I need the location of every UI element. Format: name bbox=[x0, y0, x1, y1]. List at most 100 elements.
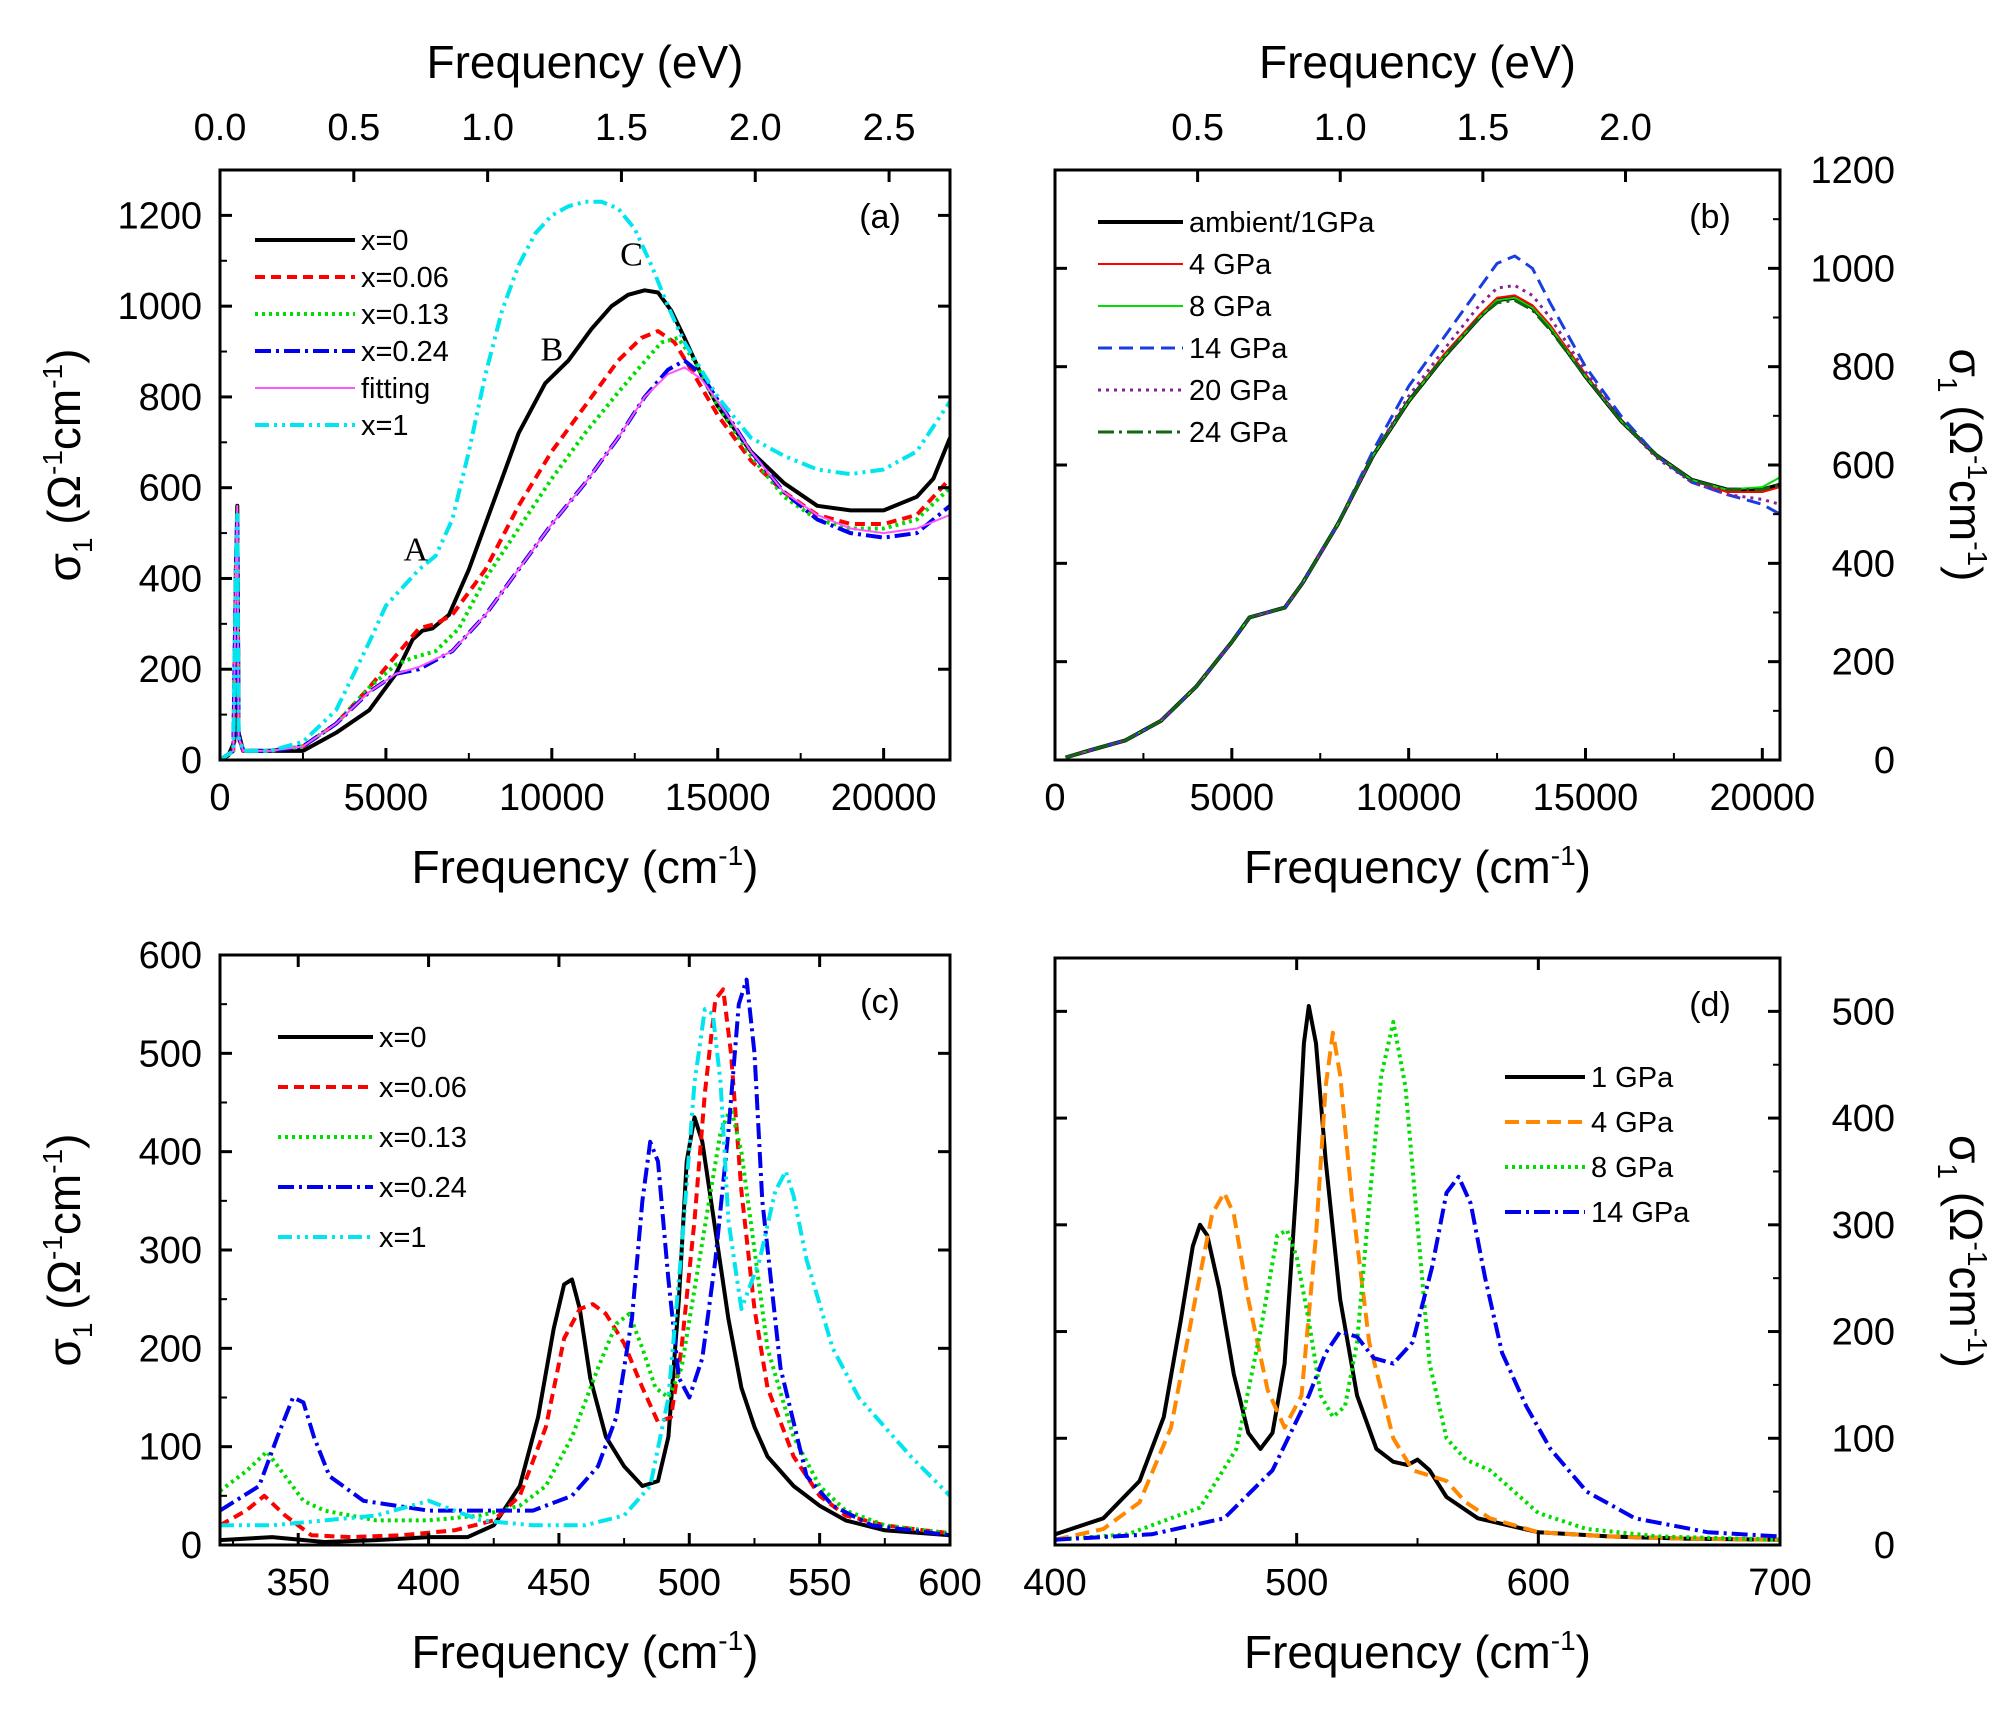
y-axis-sup2: -1 bbox=[1962, 1328, 1993, 1353]
x-axis-title-main: Frequency (cm bbox=[1244, 841, 1551, 893]
top-tick-label: 2.0 bbox=[729, 107, 782, 149]
series-line-x-0-06 bbox=[220, 329, 950, 760]
y-tick-label: 300 bbox=[1832, 1205, 1895, 1247]
x-axis-title-main: Frequency (cm bbox=[412, 1626, 719, 1678]
legend-label: x=0.06 bbox=[379, 1072, 467, 1104]
y-tick-label: 800 bbox=[139, 377, 202, 419]
annotation-label: C bbox=[620, 236, 643, 273]
y-axis-sup2: -1 bbox=[1962, 541, 1993, 566]
panel-tag: (a) bbox=[859, 198, 901, 236]
y-axis-sigma: σ bbox=[38, 553, 90, 581]
y-axis-title: σ1 (Ω-1cm-1) bbox=[1932, 349, 1993, 582]
y-axis-sigma: σ bbox=[1940, 349, 1992, 377]
legend-label: x=1 bbox=[379, 1222, 427, 1254]
y-tick-label: 300 bbox=[139, 1230, 202, 1272]
panel-a: 0 5000 10000 15000 20000 0 200 400 600 800 1000 120… bbox=[37, 36, 952, 893]
x-tick-label: 5000 bbox=[1190, 777, 1275, 819]
y-tick-label: 0 bbox=[181, 740, 202, 782]
y-tick-label: 100 bbox=[1832, 1418, 1895, 1460]
y-axis-unit: (Ω bbox=[38, 475, 90, 538]
x-axis-title: Frequency (cm-1) bbox=[1244, 1625, 1591, 1678]
y-axis-sub: 1 bbox=[67, 1323, 98, 1339]
legend: 1 GPa 4 GPa 8 GPa 14 GPa bbox=[1505, 1062, 1690, 1229]
y-axis-mid: cm bbox=[1940, 1266, 1992, 1327]
legend-label: x=0 bbox=[379, 1022, 427, 1054]
legend: x=0 x=0.06 x=0.13 x=0.24 x=1 bbox=[278, 1022, 467, 1254]
y-axis-sup2: -1 bbox=[37, 364, 68, 389]
y-tick-label: 200 bbox=[139, 649, 202, 691]
y-axis-sigma: σ bbox=[38, 1338, 90, 1366]
panel-c: 350 400 450 500 550 600 0 100 200 300 400 500 600 Fre… bbox=[37, 935, 982, 1678]
y-axis-unit: (Ω bbox=[38, 1260, 90, 1323]
x-tick-label: 600 bbox=[1507, 1562, 1570, 1604]
y-tick-label: 100 bbox=[139, 1427, 202, 1469]
x-tick-label: 350 bbox=[267, 1562, 330, 1604]
y-tick-label: 400 bbox=[139, 1132, 202, 1174]
panel-tag: (b) bbox=[1689, 198, 1731, 236]
series-line-fitting bbox=[220, 366, 950, 760]
series-line-1-gpa bbox=[1055, 1004, 1780, 1542]
y-axis-unit: (Ω bbox=[1940, 393, 1992, 456]
annotation-label: B bbox=[540, 332, 563, 369]
series-line-20-gpa bbox=[1065, 284, 1780, 759]
y-tick-label: 600 bbox=[1832, 445, 1895, 487]
series-group bbox=[1055, 1004, 1780, 1542]
top-tick-label: 2.5 bbox=[863, 107, 916, 149]
y-axis-sigma: σ bbox=[1940, 1135, 1992, 1163]
series-line-x-0-24 bbox=[220, 358, 950, 760]
y-axis-tail: ) bbox=[1940, 1353, 1992, 1368]
y-tick-label: 1000 bbox=[117, 286, 202, 328]
y-axis-sup1: -1 bbox=[37, 450, 68, 475]
legend-label: 4 GPa bbox=[1189, 249, 1272, 281]
y-axis-title: σ1 (Ω-1cm-1) bbox=[37, 1134, 98, 1367]
y-axis-mid: cm bbox=[1940, 480, 1992, 541]
series-line-8-gpa bbox=[1055, 1020, 1780, 1542]
x-tick-label: 20000 bbox=[831, 777, 937, 819]
legend-label: 24 GPa bbox=[1189, 417, 1288, 449]
y-tick-label: 0 bbox=[1874, 1525, 1895, 1567]
panel-d: 400 500 600 700 0 100 200 300 400 500 Frequency (c… bbox=[1023, 956, 1993, 1678]
x-axis-title-sup: -1 bbox=[1551, 840, 1576, 871]
legend-label: x=1 bbox=[361, 410, 409, 442]
y-tick-label: 200 bbox=[1832, 1312, 1895, 1354]
y-tick-label: 1200 bbox=[1810, 150, 1895, 192]
series-line-x-0-13 bbox=[220, 335, 950, 760]
top-axis-title: Frequency (eV) bbox=[426, 36, 743, 88]
top-tick-label: 1.0 bbox=[461, 107, 514, 149]
x-axis-title: Frequency (cm-1) bbox=[1244, 840, 1591, 893]
legend-label: x=0.06 bbox=[361, 262, 449, 294]
x-tick-label: 450 bbox=[527, 1562, 590, 1604]
x-axis-title-sup: -1 bbox=[1551, 1625, 1576, 1656]
y-tick-label: 500 bbox=[1832, 991, 1895, 1033]
y-tick-label: 800 bbox=[1832, 347, 1895, 389]
x-tick-label: 500 bbox=[658, 1562, 721, 1604]
series-line-24-gpa bbox=[1065, 298, 1780, 759]
x-tick-label: 550 bbox=[788, 1562, 851, 1604]
x-axis-title: Frequency (cm-1) bbox=[412, 1625, 759, 1678]
legend-label: 14 GPa bbox=[1189, 333, 1288, 365]
series-line-x-1 bbox=[220, 1007, 950, 1528]
y-axis-sub: 1 bbox=[67, 538, 98, 554]
y-axis-mid: cm bbox=[38, 1174, 90, 1235]
y-axis-unit: (Ω bbox=[1940, 1179, 1992, 1242]
top-tick-label: 1.5 bbox=[1456, 107, 1509, 149]
legend-label: 1 GPa bbox=[1591, 1062, 1674, 1094]
x-tick-label: 600 bbox=[918, 1562, 981, 1604]
y-tick-label: 0 bbox=[1874, 740, 1895, 782]
x-axis-title-main: Frequency (cm bbox=[412, 841, 719, 893]
top-tick-label: 0.5 bbox=[1171, 107, 1224, 149]
y-axis-sup1: -1 bbox=[37, 1235, 68, 1260]
y-tick-label: 0 bbox=[181, 1525, 202, 1567]
x-tick-label: 400 bbox=[397, 1562, 460, 1604]
y-tick-label: 500 bbox=[139, 1033, 202, 1075]
legend-label: x=0.24 bbox=[361, 336, 449, 368]
legend-label: x=0.13 bbox=[379, 1122, 467, 1154]
y-tick-label: 600 bbox=[139, 935, 202, 977]
x-axis-title-sup: -1 bbox=[718, 840, 743, 871]
plot-frame bbox=[1053, 956, 1782, 1547]
x-axis-title-tail: ) bbox=[1576, 841, 1591, 893]
legend: x=0 x=0.06 x=0.13 x=0.24 fitting x=1 bbox=[255, 225, 449, 442]
legend-label: 4 GPa bbox=[1591, 1107, 1674, 1139]
annotation-label: A bbox=[403, 531, 428, 568]
